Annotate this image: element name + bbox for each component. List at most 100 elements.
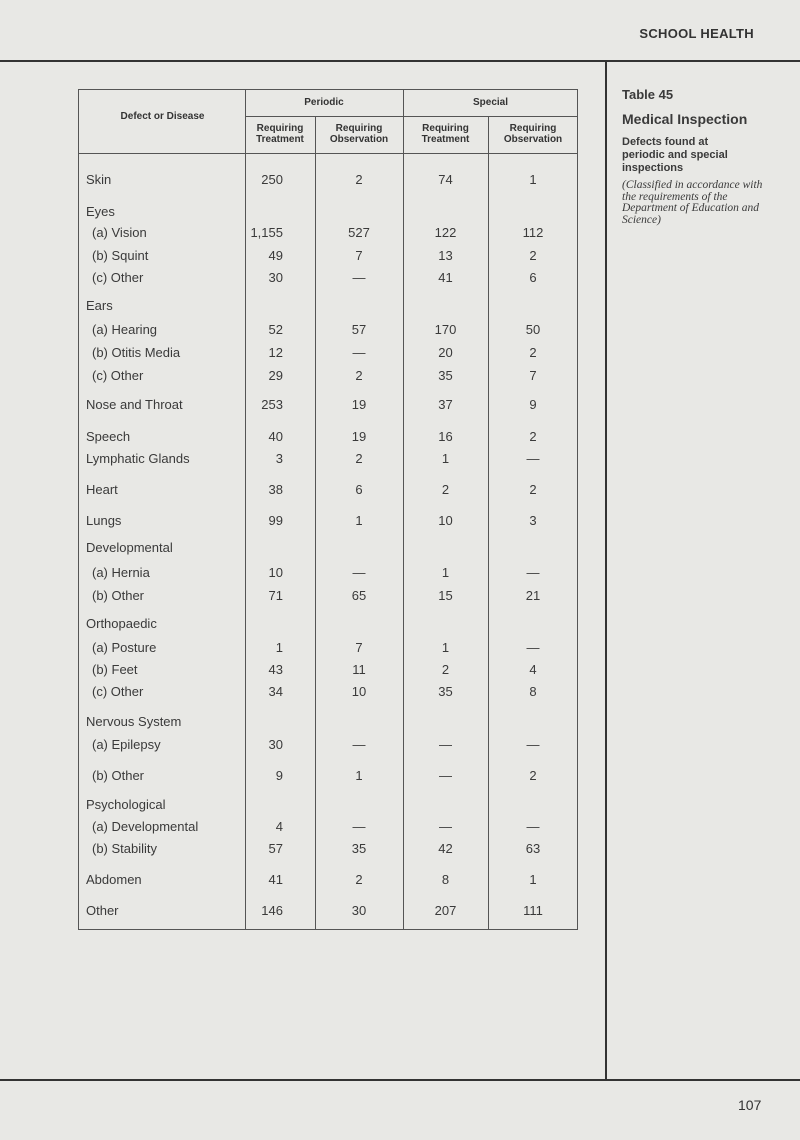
table-row: Orthopaedic bbox=[0, 616, 800, 636]
cell-periodic-observation: 1 bbox=[355, 768, 363, 783]
cell-periodic-treatment: 12 bbox=[268, 345, 283, 360]
cell-periodic-observation: 30 bbox=[351, 903, 367, 918]
cell-special-treatment: 35 bbox=[438, 684, 453, 699]
cell-special-observation: 2 bbox=[529, 768, 537, 783]
group-label: Ears bbox=[86, 298, 113, 313]
table-row: Eyes bbox=[0, 204, 800, 224]
page-number: 107 bbox=[738, 1097, 762, 1113]
cell-periodic-observation: — bbox=[352, 270, 366, 285]
cell-special-treatment: — bbox=[439, 737, 452, 752]
cell-periodic-observation: 2 bbox=[355, 368, 363, 383]
table-row: Psychological bbox=[0, 797, 800, 817]
table-row: Ears bbox=[0, 298, 800, 318]
cell-periodic-observation: — bbox=[352, 345, 366, 360]
cell-special-treatment: 20 bbox=[438, 345, 453, 360]
row-label: (c) Other bbox=[92, 270, 144, 285]
table-row: (b) Other 9 1 — 2 bbox=[0, 768, 800, 788]
row-label: Heart bbox=[86, 482, 118, 497]
cell-special-observation: — bbox=[526, 640, 540, 655]
cell-special-treatment: — bbox=[439, 768, 452, 783]
cell-periodic-treatment: 1 bbox=[275, 640, 283, 655]
cell-special-observation: — bbox=[526, 737, 540, 752]
table-row: (b) Feet 43 11 2 4 bbox=[0, 662, 800, 682]
row-label: (b) Otitis Media bbox=[92, 345, 181, 360]
row-label: (a) Hearing bbox=[92, 322, 158, 337]
cell-periodic-treatment: 3 bbox=[275, 451, 283, 466]
cell-special-observation: 1 bbox=[529, 172, 537, 187]
running-head: SCHOOL HEALTH bbox=[639, 26, 754, 41]
table-subtitle: Defects found at periodic and special in… bbox=[622, 136, 728, 174]
header-defect: Defect or Disease bbox=[120, 111, 205, 122]
cell-special-treatment: 122 bbox=[434, 225, 457, 240]
table-row: Nervous System bbox=[0, 714, 800, 734]
table-row: Lungs 99 1 10 3 bbox=[0, 513, 800, 533]
cell-periodic-treatment: 57 bbox=[268, 841, 283, 856]
cell-periodic-observation: — bbox=[352, 819, 366, 834]
cell-special-treatment: 16 bbox=[438, 429, 453, 444]
cell-periodic-treatment: 1,155 bbox=[250, 225, 283, 240]
cell-periodic-treatment: 71 bbox=[268, 588, 283, 603]
cell-special-observation: 7 bbox=[529, 368, 537, 383]
row-label: Lungs bbox=[86, 513, 122, 528]
cell-special-observation: 8 bbox=[529, 684, 537, 699]
cell-special-treatment: 207 bbox=[434, 903, 457, 918]
cell-special-treatment: 10 bbox=[438, 513, 453, 528]
top-rule bbox=[0, 60, 800, 62]
table-row: (a) Hearing 52 57 170 50 bbox=[0, 322, 800, 342]
cell-special-treatment: — bbox=[439, 819, 452, 834]
cell-periodic-observation: 2 bbox=[355, 172, 363, 187]
header-rule bbox=[78, 153, 578, 154]
col-line bbox=[315, 116, 316, 930]
table-row: (b) Squint 49 7 13 2 bbox=[0, 248, 800, 268]
header-periodic-observation: Requiring Observation bbox=[329, 123, 389, 145]
header-subrule bbox=[245, 116, 578, 117]
cell-special-treatment: 74 bbox=[438, 172, 453, 187]
cell-periodic-treatment: 9 bbox=[275, 768, 283, 783]
cell-special-observation: 6 bbox=[529, 270, 537, 285]
cell-periodic-observation: 2 bbox=[355, 451, 363, 466]
row-label: Other bbox=[86, 903, 119, 918]
table-row: Developmental bbox=[0, 540, 800, 560]
cell-special-treatment: 1 bbox=[441, 640, 450, 655]
cell-periodic-observation: 10 bbox=[351, 684, 367, 699]
group-label: Eyes bbox=[86, 204, 115, 219]
cell-periodic-observation: 19 bbox=[351, 429, 367, 444]
table-row: (a) Developmental 4 — — — bbox=[0, 819, 800, 839]
cell-periodic-observation: 2 bbox=[355, 872, 363, 887]
row-label: (a) Vision bbox=[92, 225, 147, 240]
table-frame bbox=[78, 89, 578, 930]
cell-special-treatment: 1 bbox=[441, 565, 450, 580]
group-label: Orthopaedic bbox=[86, 616, 157, 631]
cell-special-observation: 2 bbox=[529, 248, 537, 263]
header-periodic-treatment: Requiring Treatment bbox=[256, 123, 304, 145]
cell-special-observation: — bbox=[526, 451, 540, 466]
table-row: (c) Other 29 2 35 7 bbox=[0, 368, 800, 388]
cell-periodic-treatment: 146 bbox=[261, 903, 283, 918]
cell-special-observation: 63 bbox=[525, 841, 541, 856]
cell-periodic-observation: 527 bbox=[348, 225, 370, 240]
cell-periodic-observation: 57 bbox=[351, 322, 367, 337]
cell-periodic-treatment: 30 bbox=[268, 737, 283, 752]
cell-special-observation: 21 bbox=[525, 588, 541, 603]
cell-special-treatment: 35 bbox=[438, 368, 453, 383]
bottom-rule bbox=[0, 1079, 800, 1081]
row-label: (a) Hernia bbox=[92, 565, 150, 580]
cell-special-treatment: 2 bbox=[441, 482, 450, 497]
row-label: (a) Posture bbox=[92, 640, 157, 655]
cell-special-observation: 1 bbox=[529, 872, 537, 887]
cell-periodic-observation: 7 bbox=[355, 248, 363, 263]
row-label: (b) Other bbox=[92, 768, 145, 783]
header-special-observation: Requiring Observation bbox=[503, 123, 563, 145]
row-label: (a) Developmental bbox=[92, 819, 199, 834]
cell-special-treatment: 8 bbox=[441, 872, 450, 887]
row-label: (b) Feet bbox=[92, 662, 138, 677]
cell-periodic-treatment: 38 bbox=[268, 482, 283, 497]
row-label: (c) Other bbox=[92, 368, 144, 383]
cell-special-treatment: 42 bbox=[438, 841, 453, 856]
table-row: Other 146 30 207 111 bbox=[0, 903, 800, 923]
header-special-treatment: Requiring Treatment bbox=[421, 123, 470, 145]
cell-special-observation: — bbox=[526, 565, 540, 580]
cell-periodic-treatment: 34 bbox=[268, 684, 283, 699]
group-label: Developmental bbox=[86, 540, 173, 555]
table-row: (c) Other 34 10 35 8 bbox=[0, 684, 800, 704]
